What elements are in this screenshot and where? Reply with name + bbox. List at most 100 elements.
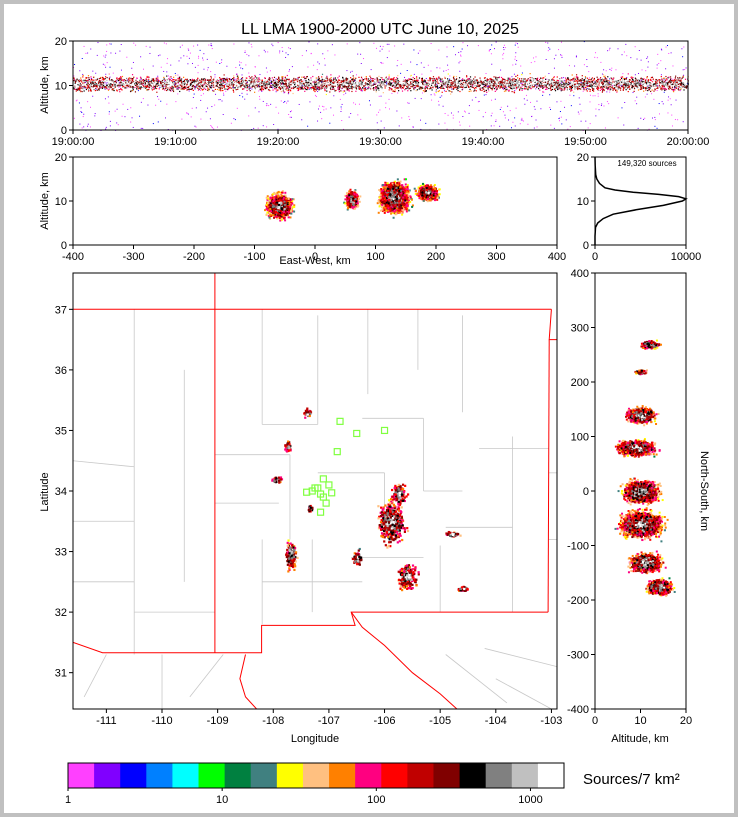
- source-point: [438, 82, 440, 84]
- source-point: [594, 84, 596, 87]
- source-point: [174, 86, 176, 88]
- source-point: [512, 80, 514, 82]
- source-point: [539, 77, 542, 79]
- source-point: [523, 88, 525, 90]
- source-point: [570, 83, 572, 86]
- source-point: [563, 82, 565, 84]
- source-point: [93, 76, 95, 79]
- source-point: [547, 85, 549, 88]
- source-point: [187, 81, 189, 83]
- source-point: [435, 88, 438, 91]
- source-point: [107, 89, 110, 91]
- source-point: [223, 84, 226, 86]
- source-point: [140, 81, 142, 83]
- source-point: [651, 81, 654, 83]
- source-point: [563, 85, 565, 88]
- source-point: [683, 83, 686, 86]
- source-point: [260, 86, 263, 88]
- source-point: [293, 81, 295, 83]
- source-point: [317, 81, 319, 83]
- source-point: [288, 83, 291, 85]
- source-point: [87, 79, 89, 81]
- source-point: [186, 78, 188, 80]
- source-point: [156, 80, 158, 82]
- source-point: [324, 85, 326, 87]
- source-point: [508, 86, 510, 88]
- source-point: [217, 79, 219, 82]
- source-point: [456, 86, 459, 88]
- source-point: [657, 86, 659, 88]
- source-point: [296, 86, 298, 88]
- source-point: [182, 86, 184, 88]
- source-point: [398, 90, 400, 92]
- source-point: [106, 88, 108, 90]
- source-point: [551, 84, 553, 86]
- source-point: [296, 79, 298, 81]
- source-point: [114, 85, 116, 87]
- source-point: [199, 78, 201, 81]
- source-point: [285, 83, 287, 85]
- source-point: [171, 79, 174, 81]
- source-point: [290, 86, 292, 88]
- source-point: [301, 76, 303, 78]
- source-point: [415, 84, 417, 87]
- source-point: [354, 84, 356, 86]
- source-point: [305, 77, 307, 79]
- source-point: [667, 83, 669, 85]
- source-point: [221, 86, 223, 88]
- source-point: [236, 75, 239, 77]
- source-point: [529, 79, 531, 81]
- source-point: [78, 84, 80, 86]
- source-point: [358, 82, 360, 84]
- source-point: [615, 89, 617, 91]
- source-point: [565, 86, 567, 88]
- source-point: [661, 86, 663, 88]
- source-point: [88, 90, 90, 92]
- source-point: [437, 82, 439, 84]
- source-point: [662, 88, 664, 90]
- source-point: [598, 83, 600, 85]
- source-point: [675, 87, 678, 89]
- source-point: [207, 88, 210, 90]
- source-point: [331, 82, 333, 84]
- source-point: [410, 75, 412, 77]
- source-point: [141, 86, 143, 88]
- source-point: [143, 80, 146, 82]
- source-point: [359, 83, 361, 86]
- source-point: [548, 83, 551, 85]
- source-point: [164, 79, 166, 81]
- source-point: [448, 86, 450, 88]
- source-point: [160, 84, 162, 86]
- source-point: [280, 80, 282, 82]
- source-point: [376, 79, 378, 81]
- source-point: [604, 83, 606, 85]
- source-point: [296, 86, 298, 88]
- source-point: [559, 78, 561, 80]
- source-point: [109, 85, 111, 87]
- source-point: [576, 82, 579, 84]
- source-point: [665, 85, 667, 87]
- source-point: [545, 78, 547, 80]
- source-point: [357, 82, 359, 84]
- source-point: [412, 85, 414, 87]
- source-point: [566, 78, 568, 81]
- source-point: [326, 84, 328, 87]
- source-point: [604, 76, 606, 79]
- source-point: [607, 88, 609, 91]
- source-point: [197, 85, 200, 87]
- source-point: [282, 83, 284, 86]
- source-point: [579, 83, 581, 85]
- source-point: [90, 81, 93, 83]
- source-point: [598, 87, 600, 89]
- source-point: [184, 82, 187, 85]
- source-point: [177, 85, 179, 87]
- source-point: [536, 86, 538, 88]
- source-point: [424, 83, 426, 86]
- source-point: [581, 79, 583, 81]
- source-point: [572, 80, 574, 82]
- source-point: [454, 84, 457, 86]
- source-point: [684, 86, 686, 89]
- source-point: [202, 81, 204, 83]
- source-point: [192, 89, 194, 91]
- source-point: [636, 86, 639, 88]
